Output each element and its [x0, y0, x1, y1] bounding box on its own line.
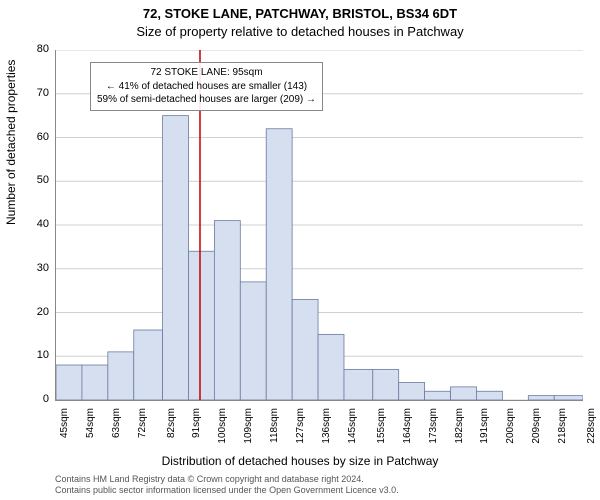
annot-line2: ← 41% of detached houses are smaller (14… — [97, 80, 316, 94]
y-tick: 60 — [25, 131, 49, 143]
y-tick: 10 — [25, 349, 49, 361]
title-address: 72, STOKE LANE, PATCHWAY, BRISTOL, BS34 … — [0, 6, 600, 21]
y-tick: 70 — [25, 87, 49, 99]
attribution-footer: Contains HM Land Registry data © Crown c… — [55, 474, 399, 497]
footer-line2: Contains public sector information licen… — [55, 485, 399, 496]
y-tick: 30 — [25, 262, 49, 274]
annot-line1: 72 STOKE LANE: 95sqm — [97, 66, 316, 80]
y-axis-label: Number of detached properties — [4, 60, 18, 225]
y-tick: 40 — [25, 218, 49, 230]
y-tick: 0 — [25, 393, 49, 405]
footer-line1: Contains HM Land Registry data © Crown c… — [55, 474, 399, 485]
y-tick: 50 — [25, 174, 49, 186]
annot-line3: 59% of semi-detached houses are larger (… — [97, 93, 316, 107]
y-tick: 20 — [25, 306, 49, 318]
x-axis-label: Distribution of detached houses by size … — [0, 454, 600, 468]
property-histogram: 72, STOKE LANE, PATCHWAY, BRISTOL, BS34 … — [0, 0, 600, 500]
y-tick: 80 — [25, 43, 49, 55]
title-sub: Size of property relative to detached ho… — [0, 24, 600, 39]
marker-annotation: 72 STOKE LANE: 95sqm ← 41% of detached h… — [90, 62, 323, 111]
